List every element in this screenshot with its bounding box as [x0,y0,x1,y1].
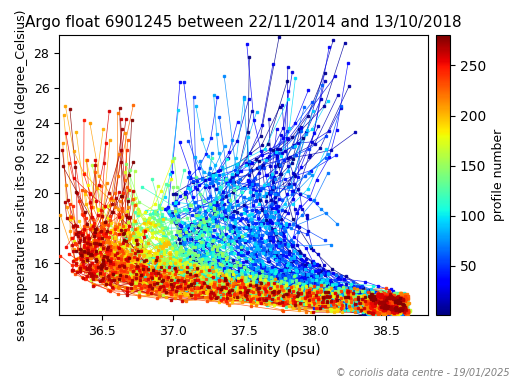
Y-axis label: profile number: profile number [492,129,505,222]
Text: © coriolis data centre - 19/01/2025: © coriolis data centre - 19/01/2025 [336,368,510,378]
X-axis label: practical salinity (psu): practical salinity (psu) [166,344,321,358]
Y-axis label: sea temperature in-situ its-90 scale (degree_Celsius): sea temperature in-situ its-90 scale (de… [15,10,28,341]
Title: Argo float 6901245 between 22/11/2014 and 13/10/2018: Argo float 6901245 between 22/11/2014 an… [25,15,462,30]
